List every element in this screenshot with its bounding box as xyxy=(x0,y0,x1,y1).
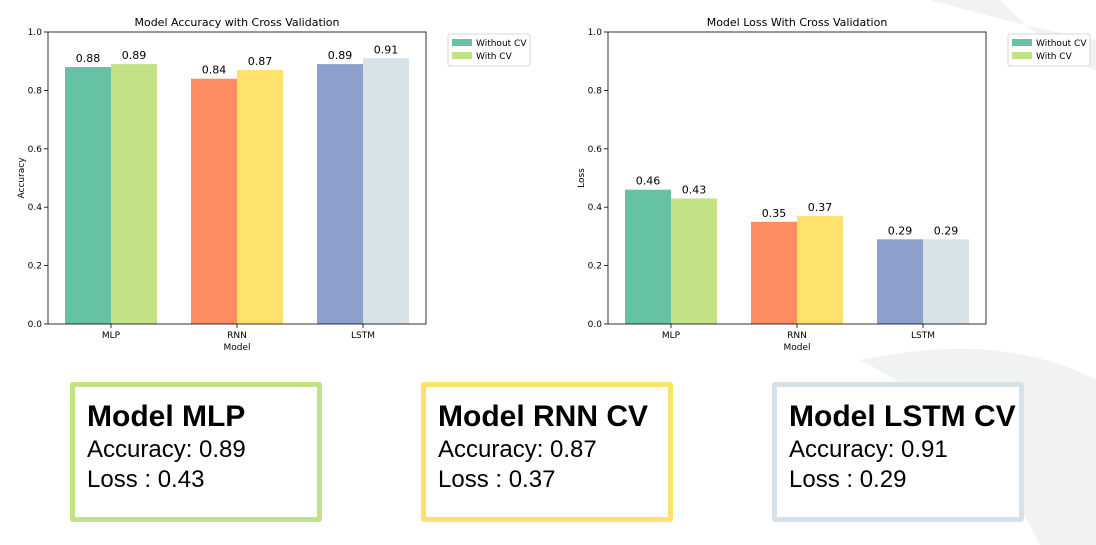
bar-value-label: 0.89 xyxy=(122,49,147,62)
bar-mlp-without-cv xyxy=(625,189,671,324)
card-accuracy: Accuracy: 0.87 xyxy=(438,436,597,463)
y-tick-label: 0.4 xyxy=(588,203,603,213)
y-tick-label: 0.2 xyxy=(588,262,602,272)
card-loss: Loss : 0.37 xyxy=(438,466,556,493)
x-tick-label: LSTM xyxy=(911,331,935,341)
legend-label: Without CV xyxy=(476,39,527,49)
x-axis-label: Model xyxy=(783,343,810,353)
legend-swatch xyxy=(1012,52,1032,59)
bar-lstm-without-cv xyxy=(317,64,363,325)
plot-frame xyxy=(607,31,987,325)
bar-rnn-with-cv xyxy=(237,69,283,325)
bar-mlp-with-cv xyxy=(111,64,157,325)
bar-value-label: 0.37 xyxy=(808,201,833,214)
legend-swatch xyxy=(1012,39,1032,46)
y-tick-label: 1.0 xyxy=(28,28,43,38)
bar-lstm-with-cv xyxy=(363,58,409,324)
accuracy-chart: Model Accuracy with Cross Validation 0.0 0… xyxy=(17,16,531,353)
y-tick-label: 0.8 xyxy=(28,86,43,96)
bar-value-label: 0.89 xyxy=(328,49,353,62)
bar-value-label: 0.84 xyxy=(202,64,227,77)
bar-rnn-without-cv xyxy=(191,78,237,324)
card-model-lstm-cv: Model LSTM CV Accuracy: 0.91 Loss : 0.29 xyxy=(772,382,1024,522)
x-axis-label: Model xyxy=(223,343,250,353)
x-tick-label: RNN xyxy=(227,331,247,341)
y-tick-label: 1.0 xyxy=(588,28,603,38)
bar-rnn-with-cv xyxy=(797,215,843,324)
y-tick-label: 0.2 xyxy=(28,262,42,272)
plot-frame xyxy=(47,31,427,325)
y-tick-label: 0.0 xyxy=(588,320,603,330)
y-axis-label: Loss xyxy=(577,168,587,188)
bar-value-label: 0.87 xyxy=(248,55,273,68)
y-tick-label: 0.6 xyxy=(588,145,603,155)
card-loss: Loss : 0.29 xyxy=(789,466,907,493)
bar-value-label: 0.46 xyxy=(636,175,661,188)
bar-value-label: 0.35 xyxy=(762,207,787,220)
legend-label: With CV xyxy=(476,52,513,62)
legend-swatch xyxy=(452,39,472,46)
loss-chart: Model Loss With Cross Validation 0.0 0.2 0.… xyxy=(577,16,1091,353)
bar-mlp-without-cv xyxy=(65,67,111,324)
bar-lstm-without-cv xyxy=(877,239,923,324)
chart-title: Model Accuracy with Cross Validation xyxy=(134,16,339,29)
bar-value-label: 0.91 xyxy=(374,43,399,56)
chart-title: Model Loss With Cross Validation xyxy=(707,16,888,29)
card-model-rnn-cv: Model RNN CV Accuracy: 0.87 Loss : 0.37 xyxy=(421,382,673,522)
x-tick-label: MLP xyxy=(102,331,121,341)
bar-mlp-with-cv xyxy=(671,198,717,324)
card-accuracy: Accuracy: 0.91 xyxy=(789,436,948,463)
bar-value-label: 0.43 xyxy=(682,183,707,196)
card-accuracy: Accuracy: 0.89 xyxy=(87,436,246,463)
card-title: Model LSTM CV xyxy=(789,400,1016,433)
legend-label: With CV xyxy=(1036,52,1073,62)
bar-lstm-with-cv xyxy=(923,239,969,324)
card-model-mlp: Model MLP Accuracy: 0.89 Loss : 0.43 xyxy=(70,382,322,522)
x-tick-label: LSTM xyxy=(351,331,375,341)
bar-value-label: 0.88 xyxy=(76,52,101,65)
x-tick-label: MLP xyxy=(662,331,681,341)
y-tick-label: 0.8 xyxy=(588,86,603,96)
card-loss: Loss : 0.43 xyxy=(87,466,205,493)
x-tick-label: RNN xyxy=(787,331,807,341)
legend-label: Without CV xyxy=(1036,39,1087,49)
legend-swatch xyxy=(452,52,472,59)
bar-value-label: 0.29 xyxy=(888,224,913,237)
y-axis-label: Accuracy xyxy=(17,157,27,199)
bar-value-label: 0.29 xyxy=(934,224,959,237)
y-tick-label: 0.4 xyxy=(28,203,43,213)
y-tick-label: 0.0 xyxy=(28,320,43,330)
y-tick-label: 0.6 xyxy=(28,145,43,155)
card-title: Model RNN CV xyxy=(438,400,648,433)
card-title: Model MLP xyxy=(87,400,246,433)
bar-rnn-without-cv xyxy=(751,221,797,324)
